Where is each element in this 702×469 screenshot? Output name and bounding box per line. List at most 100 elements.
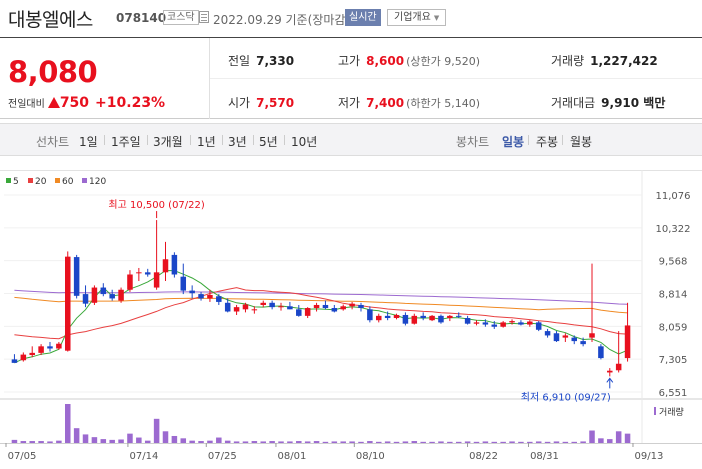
candle-body (535, 322, 542, 330)
volume-bar (393, 441, 400, 443)
volume-bar (464, 441, 471, 443)
change-percent: +10.23% (95, 95, 166, 111)
volume-bar (260, 441, 266, 443)
candle-body (180, 276, 187, 291)
volume-bar (411, 441, 418, 443)
volume-bar (340, 441, 346, 443)
candle-body (100, 287, 107, 295)
candle-body (527, 321, 533, 325)
x-tick-label: 08/31 (530, 451, 559, 462)
current-price: 8,080 (8, 55, 98, 89)
x-tick-label: 07/05 (8, 451, 37, 462)
volume-bar (73, 428, 80, 443)
y-tick-label: 6,551 (659, 388, 688, 399)
period-10y[interactable]: 10년 (291, 135, 318, 149)
candle-body (447, 315, 453, 319)
volume-bar (429, 441, 435, 443)
volume-bar (571, 441, 577, 443)
company-info-button[interactable]: 기업개요 ▼ (387, 9, 447, 26)
volume-bar (224, 440, 231, 443)
stat-open: 시가 7,570 (228, 94, 294, 111)
candle-body (349, 303, 355, 307)
volume-bar (384, 441, 391, 443)
candle-body (216, 296, 222, 302)
stat-label: 시가 (228, 96, 251, 110)
candle-body (358, 304, 364, 309)
legend-swatch (82, 178, 87, 183)
candle-body (464, 318, 471, 324)
volume-bar (82, 434, 89, 443)
volume-bar (180, 438, 187, 443)
x-tick-label: 08/22 (469, 451, 498, 462)
candle-body (11, 359, 18, 363)
low-annotation-arrow (606, 377, 614, 383)
candle-body (562, 335, 569, 338)
stock-name: 대봉엘에스 (8, 9, 93, 31)
volume-bar (500, 441, 506, 443)
volume-bar (367, 441, 373, 443)
candle-body (65, 256, 71, 351)
candle-body (56, 343, 62, 349)
stat-trade-value: 거래대금 9,910 백만 (551, 94, 665, 111)
candle-body (207, 294, 213, 299)
volume-bar (376, 441, 382, 443)
realtime-button[interactable]: 실시간 (345, 9, 381, 26)
volume-bar (91, 437, 98, 443)
volume-bar (278, 441, 284, 443)
candle-weekly[interactable]: 주봉 (536, 135, 559, 149)
volume-bar (544, 441, 551, 443)
stat-sub: (하한가 5,140) (406, 97, 480, 110)
stock-code: 078140 (116, 11, 167, 25)
volume-bar (482, 441, 489, 443)
stat-value: 7,330 (256, 54, 295, 68)
separator (147, 135, 148, 145)
candle-body (500, 322, 506, 327)
candle-body (260, 302, 266, 305)
candle-body (429, 315, 435, 321)
candle-body (571, 337, 577, 342)
candle-daily[interactable]: 일봉 (502, 135, 525, 149)
separator (253, 135, 254, 145)
volume-bar (607, 439, 613, 443)
period-1y[interactable]: 1년 (197, 135, 216, 149)
candle-body (20, 354, 27, 361)
x-tick-label: 07/14 (129, 451, 158, 462)
candle-body (73, 257, 80, 296)
volume-bar (491, 441, 498, 443)
separator (284, 135, 285, 145)
volume-bar (473, 441, 480, 443)
period-3m[interactable]: 3개월 (153, 135, 183, 149)
stat-label: 거래대금 (551, 96, 596, 110)
summary-divider (209, 38, 210, 119)
volume-bar (251, 441, 258, 443)
date-text: 2022.09.29 기준(장마감) (213, 13, 351, 27)
candle-body (544, 331, 551, 336)
candle-body (393, 314, 400, 319)
stat-value: 7,570 (256, 96, 295, 110)
candle-body (473, 322, 480, 324)
volume-bar (420, 441, 426, 443)
period-3y[interactable]: 3년 (228, 135, 247, 149)
ma20-line (14, 287, 628, 340)
candle-body (91, 287, 98, 303)
candle-body (340, 306, 346, 310)
separator (190, 135, 191, 145)
period-1d[interactable]: 1일 (79, 135, 98, 149)
candle-body (296, 309, 302, 316)
period-1w[interactable]: 1주일 (111, 135, 141, 149)
volume-bar (198, 441, 204, 443)
candle-body (518, 322, 524, 325)
candle-monthly[interactable]: 월봉 (570, 135, 593, 149)
candle-body (367, 309, 373, 321)
ma120-line (14, 289, 628, 305)
volume-bar (447, 441, 453, 443)
separator (562, 135, 563, 145)
price-summary: 8,080 전일대비 750 +10.23% 전일 7,330 고가 8,600 (상한가… (0, 37, 702, 119)
period-bar: 선차트 1일 1주일 3개월 1년 3년 5년 10년 봉차트 일봉 주봉 월봉 (0, 123, 702, 156)
period-5y[interactable]: 5년 (259, 135, 278, 149)
stat-prev-close: 전일 7,330 (228, 52, 294, 69)
volume-bar (562, 441, 569, 443)
stat-label: 고가 (338, 54, 361, 68)
volume-bar (598, 438, 604, 443)
candle-body (455, 315, 462, 317)
